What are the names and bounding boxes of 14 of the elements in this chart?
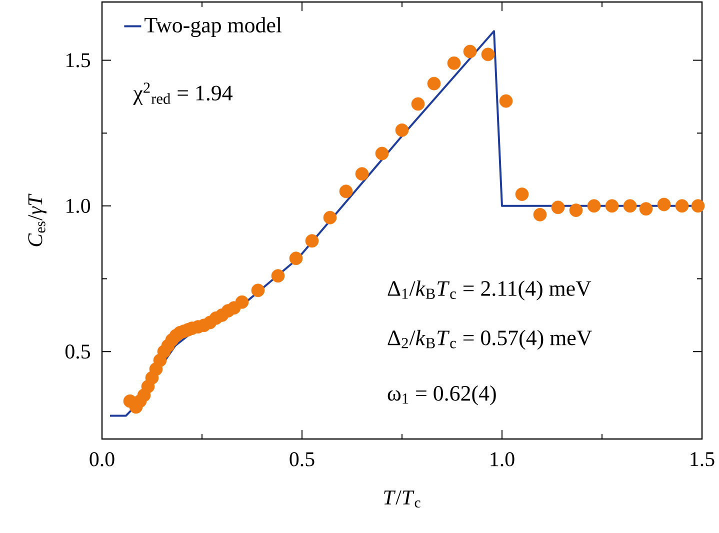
x-axis-title: T/T$_{c}$ bbox=[384, 490, 420, 508]
x-tick-label: 0.0 bbox=[90, 452, 114, 466]
annotation: Δ$_{2}$/k$_{B}$T$_{c}$ = 0.57(4) meV bbox=[388, 330, 592, 350]
x-tick-label: 1.5 bbox=[690, 452, 714, 466]
legend-label: Two-gap model bbox=[144, 17, 282, 38]
x-tick-label: 1.0 bbox=[490, 452, 514, 466]
annotation: χ$^{2}$$_{red}$ = 1.94 bbox=[133, 82, 232, 105]
y-axis-title: C$_{es}$/γT bbox=[28, 194, 47, 246]
x-tick-label: 0.5 bbox=[290, 452, 314, 466]
annotation: Δ$_{1}$/k$_{B}$T$_{c}$ = 2.11(4) meV bbox=[388, 280, 592, 300]
y-tick-label: 0.5 bbox=[65, 344, 90, 359]
y-tick-label: 1.5 bbox=[66, 53, 90, 68]
annotation: ω$_{1}$ = 0.62(4) bbox=[388, 385, 496, 406]
y-tick-label: 1.0 bbox=[66, 198, 90, 214]
